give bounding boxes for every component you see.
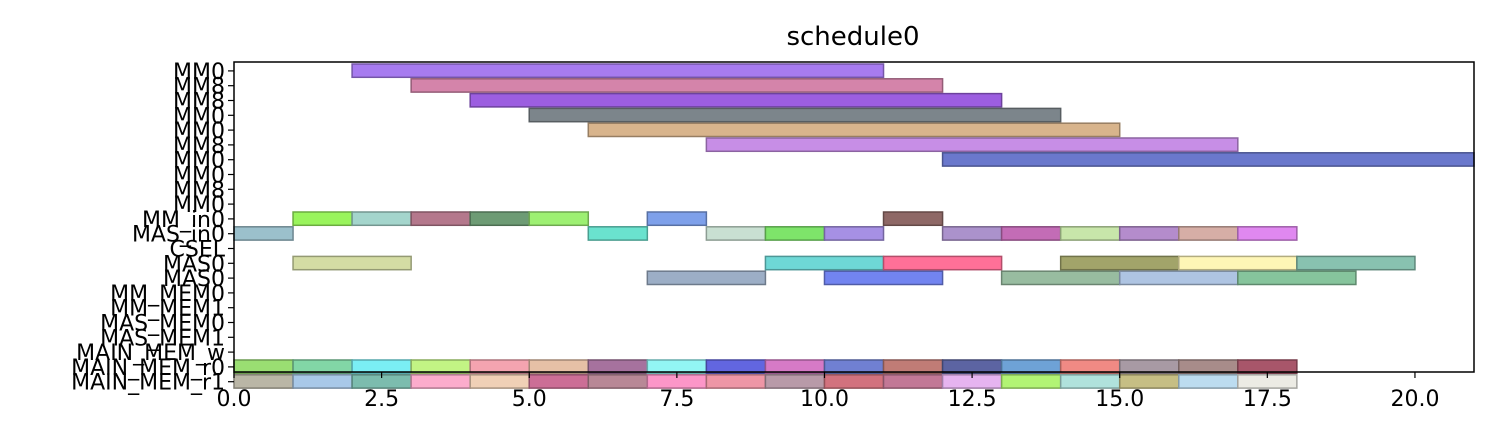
y-tick-label: MAIN_MEM_w: [76, 341, 225, 366]
task-bar: [1118, 226, 1180, 241]
task-bar: [1178, 226, 1239, 241]
task-bar: [1059, 226, 1121, 241]
task-bar: [292, 255, 412, 271]
x-tick-label: 0.0: [217, 387, 252, 412]
task-bar: [941, 152, 1475, 167]
task-bar: [469, 92, 1003, 108]
chart-title: schedule0: [786, 22, 919, 52]
task-bar: [705, 226, 767, 241]
task-bar: [1237, 270, 1357, 286]
task-bar: [705, 137, 1239, 153]
y-tick-label: MAS_in0: [132, 223, 225, 248]
task-bar: [292, 211, 353, 227]
task-bar: [823, 226, 885, 241]
task-bar: [528, 107, 1062, 123]
task-bar: [1059, 255, 1180, 271]
task-bars: [233, 63, 1475, 389]
plot-area-frame: [233, 61, 1475, 373]
y-tick-label: MM8: [173, 134, 225, 159]
x-axis: 0.0 2.5 5.0 7.5 10.0 12.5 15.0 17.5 20.0: [217, 372, 1439, 412]
task-bar: [1237, 226, 1298, 241]
y-tick-label: MM0: [173, 104, 225, 129]
y-axis: MM0MM8MM8MM0MM0MM8MM0MM0MM8MM0MM_in0MAS_…: [71, 60, 234, 396]
task-bar: [1000, 374, 1062, 389]
task-bar: [646, 270, 767, 286]
task-bar: [764, 226, 826, 241]
task-bar: [1118, 270, 1239, 286]
x-tick-label: 5.0: [512, 387, 547, 412]
y-tick-label: MAIN_MEM_r0: [71, 356, 225, 381]
y-tick-label: MM_in0: [142, 208, 225, 233]
task-bar: [410, 211, 471, 227]
task-bar: [1000, 270, 1121, 286]
task-bar: [351, 63, 885, 79]
x-tick-label: 7.5: [659, 387, 694, 412]
y-tick-label: MM8: [173, 75, 225, 100]
task-bar: [528, 211, 590, 227]
task-bar: [410, 374, 471, 389]
task-bar: [233, 226, 294, 241]
y-tick-label: MAS0: [163, 267, 225, 292]
y-tick-label: MM0: [173, 119, 225, 144]
task-bar: [1178, 374, 1239, 389]
task-bar: [351, 211, 412, 227]
task-bar: [292, 374, 353, 389]
y-tick-label: MAS_MEM1: [100, 326, 225, 351]
task-bar: [705, 374, 767, 389]
task-bar: [1000, 226, 1062, 241]
task-bar: [882, 374, 944, 389]
task-bar: [587, 122, 1121, 138]
y-tick-label: CSEL: [170, 238, 226, 263]
y-tick-label: MM8: [173, 90, 225, 115]
y-tick-label: MAIN_MEM_r1: [71, 371, 225, 396]
y-tick-label: MAS0: [163, 252, 225, 277]
x-tick-label: 20.0: [1390, 387, 1439, 412]
task-bar: [882, 255, 1003, 271]
task-bar: [469, 211, 530, 227]
y-tick-label: MM0: [173, 149, 225, 174]
task-bar: [882, 211, 944, 227]
y-tick-label: MM8: [173, 178, 225, 203]
x-tick-label: 15.0: [1095, 387, 1144, 412]
task-bar: [1178, 255, 1298, 271]
x-tick-label: 12.5: [948, 387, 997, 412]
task-bar: [823, 270, 944, 286]
task-bar: [646, 211, 708, 227]
y-tick-label: MM_MEM1: [110, 297, 225, 322]
task-bar: [410, 78, 944, 93]
x-tick-label: 17.5: [1243, 387, 1292, 412]
task-bar: [764, 255, 885, 271]
x-tick-label: 10.0: [800, 387, 849, 412]
y-tick-label: MM0: [173, 60, 225, 85]
y-tick-label: MAS_MEM0: [100, 312, 225, 337]
y-tick-label: MM0: [173, 193, 225, 218]
task-bar: [587, 374, 649, 389]
task-bar: [587, 226, 649, 241]
y-tick-label: MM0: [173, 164, 225, 189]
x-tick-label: 2.5: [364, 387, 399, 412]
y-tick-label: MM_MEM0: [110, 282, 225, 307]
task-bar: [1296, 255, 1416, 271]
task-bar: [941, 226, 1003, 241]
